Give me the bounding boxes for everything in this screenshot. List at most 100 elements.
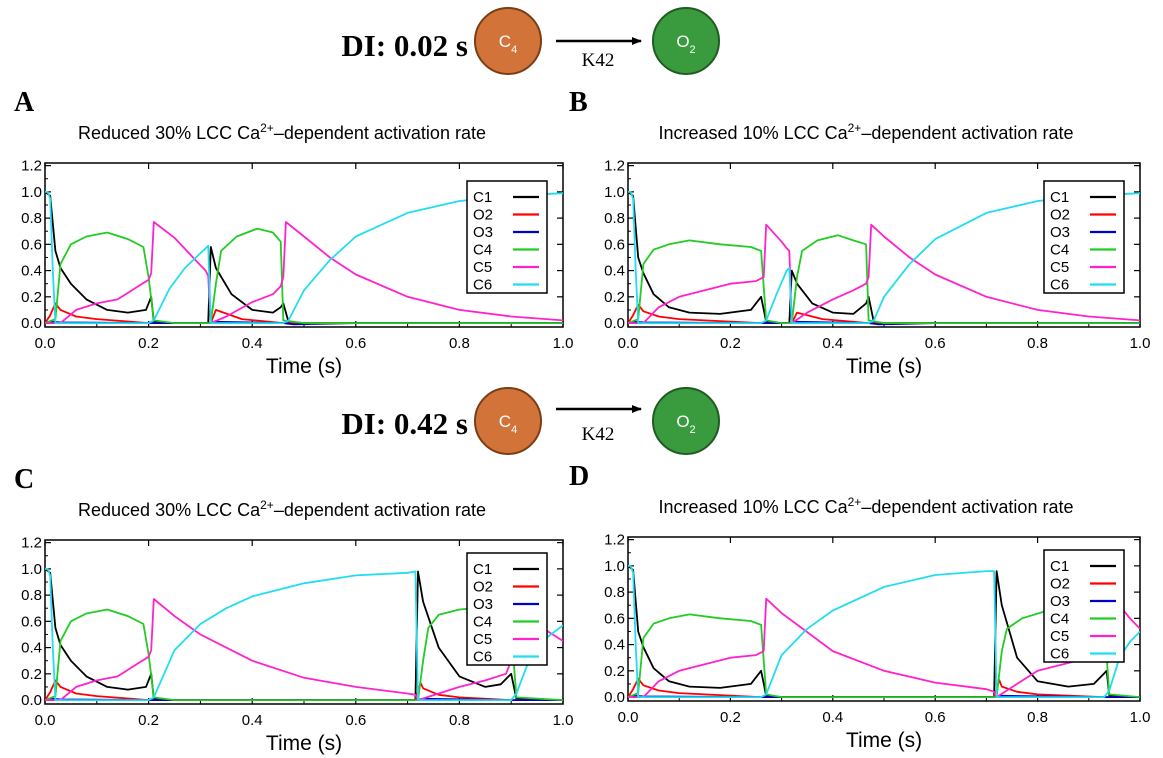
series-line-c6 (628, 564, 1140, 699)
y-tick-label: 0.0 (21, 692, 42, 709)
legend-label: C6 (473, 649, 492, 666)
y-tick-label: 0.2 (604, 289, 625, 306)
x-tick-label: 0.0 (35, 335, 56, 352)
x-tick-label: 0.2 (720, 709, 741, 726)
x-tick-label: 1.0 (553, 712, 574, 729)
y-tick-label: 0.2 (21, 289, 42, 306)
legend-label: C4 (1050, 611, 1069, 628)
x-tick-label: 0.4 (242, 712, 263, 729)
x-tick-label: 0.2 (138, 335, 159, 352)
legend-label: C5 (473, 259, 492, 276)
x-tick-label: 0.0 (618, 335, 639, 352)
y-tick-label: 0.6 (21, 613, 42, 630)
y-tick-label: 0.2 (604, 663, 625, 680)
series-line-o2 (45, 679, 563, 702)
panel-letter: C (14, 464, 34, 495)
legend-label: O2 (473, 579, 493, 596)
legend-label: O2 (473, 207, 493, 224)
x-tick-label: 1.0 (553, 335, 574, 352)
legend-label: C4 (1050, 242, 1069, 259)
series-line-c6 (45, 567, 563, 702)
x-axis-label: Time (s) (266, 732, 342, 755)
node-o2-mid (652, 387, 720, 455)
series-group (45, 567, 563, 702)
x-tick-label: 0.4 (822, 709, 843, 726)
y-tick-label: 1.0 (604, 558, 625, 575)
chart-panel-a: A Reduced 30% LCC Ca2+–dependent activati… (14, 87, 573, 378)
x-axis-label: Time (s) (846, 729, 922, 752)
panel-letter: D (569, 461, 589, 492)
y-tick-label: 0.0 (21, 315, 42, 332)
chart-panel-b: B Increased 10% LCC Ca2+–dependent activa… (569, 87, 1150, 378)
node-o2-top (652, 7, 720, 75)
y-tick-label: 0.0 (604, 315, 625, 332)
legend-box (1043, 549, 1125, 663)
x-tick-label: 0.4 (822, 335, 843, 352)
y-tick-label: 0.8 (21, 210, 42, 227)
y-tick-label: 1.0 (21, 561, 42, 578)
chart-title: Reduced 30% LCC Ca2+–dependent activatio… (78, 498, 486, 520)
y-tick-label: 1.0 (604, 184, 625, 201)
x-tick-label: 0.2 (720, 335, 741, 352)
y-tick-label: 1.2 (604, 158, 625, 175)
legend-label: O3 (1050, 224, 1070, 241)
node-o2-top-label: O2 (676, 32, 695, 56)
y-tick-label: 0.6 (21, 236, 42, 253)
series-group (628, 190, 1140, 326)
legend-label: O3 (473, 224, 493, 241)
y-tick-label: 1.2 (21, 158, 42, 175)
legend-label: C1 (473, 189, 492, 206)
di-label-mid: DI: 0.42 s (341, 406, 468, 441)
legend-label: C4 (473, 242, 492, 259)
legend-label: C6 (473, 277, 492, 294)
y-tick-label: 1.0 (21, 184, 42, 201)
x-tick-label: 0.6 (925, 335, 946, 352)
di-label-top: DI: 0.02 s (341, 28, 468, 63)
x-tick-label: 1.0 (1130, 335, 1151, 352)
x-tick-label: 0.8 (1027, 709, 1048, 726)
y-tick-label: 0.8 (604, 210, 625, 227)
y-tick-label: 0.8 (21, 587, 42, 604)
chart-panel-d: D Increased 10% LCC Ca2+–dependent activa… (569, 461, 1150, 752)
legend-label: C5 (1050, 259, 1069, 276)
node-c4-top (474, 7, 542, 75)
x-tick-label: 0.6 (345, 335, 366, 352)
y-tick-label: 0.4 (604, 263, 625, 280)
x-tick-label: 0.4 (242, 335, 263, 352)
legend-label: C5 (1050, 628, 1069, 645)
legend-label: O3 (473, 596, 493, 613)
y-tick-label: 1.2 (604, 532, 625, 549)
legend-label: C6 (1050, 646, 1069, 663)
series-group (45, 190, 563, 326)
x-tick-label: 0.0 (35, 712, 56, 729)
panel-letter: A (14, 87, 35, 118)
chart-title: Reduced 30% LCC Ca2+–dependent activatio… (78, 121, 486, 143)
y-tick-label: 0.6 (604, 236, 625, 253)
legend-label: O3 (1050, 593, 1070, 610)
series-line-c4 (628, 234, 1140, 325)
y-tick-label: 0.4 (21, 263, 42, 280)
legend-label: C1 (1050, 189, 1069, 206)
legend-label: O2 (1050, 207, 1070, 224)
y-tick-label: 0.8 (604, 584, 625, 601)
node-c4-mid-label: C4 (499, 412, 517, 436)
reaction-header-mid: DI: 0.42 s C4 K42 O2 (341, 387, 720, 455)
legend-label: O2 (1050, 576, 1070, 593)
x-axis-label: Time (s) (266, 355, 342, 378)
legend-box (466, 180, 548, 294)
legend-label: C5 (473, 631, 492, 648)
y-tick-label: 0.2 (21, 666, 42, 683)
y-tick-label: 0.4 (21, 640, 42, 657)
legend-label: C1 (473, 561, 492, 578)
x-tick-label: 0.8 (1027, 335, 1048, 352)
series-line-c5 (628, 223, 1140, 325)
legend-label: C6 (1050, 277, 1069, 294)
chart-title: Increased 10% LCC Ca2+–dependent activat… (659, 121, 1074, 143)
legend-label: C4 (473, 614, 492, 631)
chart-panel-c: C Reduced 30% LCC Ca2+–dependent activati… (14, 464, 573, 755)
series-line-c6 (45, 190, 563, 325)
y-tick-label: 0.6 (604, 610, 625, 627)
chart-title: Increased 10% LCC Ca2+–dependent activat… (659, 495, 1074, 517)
